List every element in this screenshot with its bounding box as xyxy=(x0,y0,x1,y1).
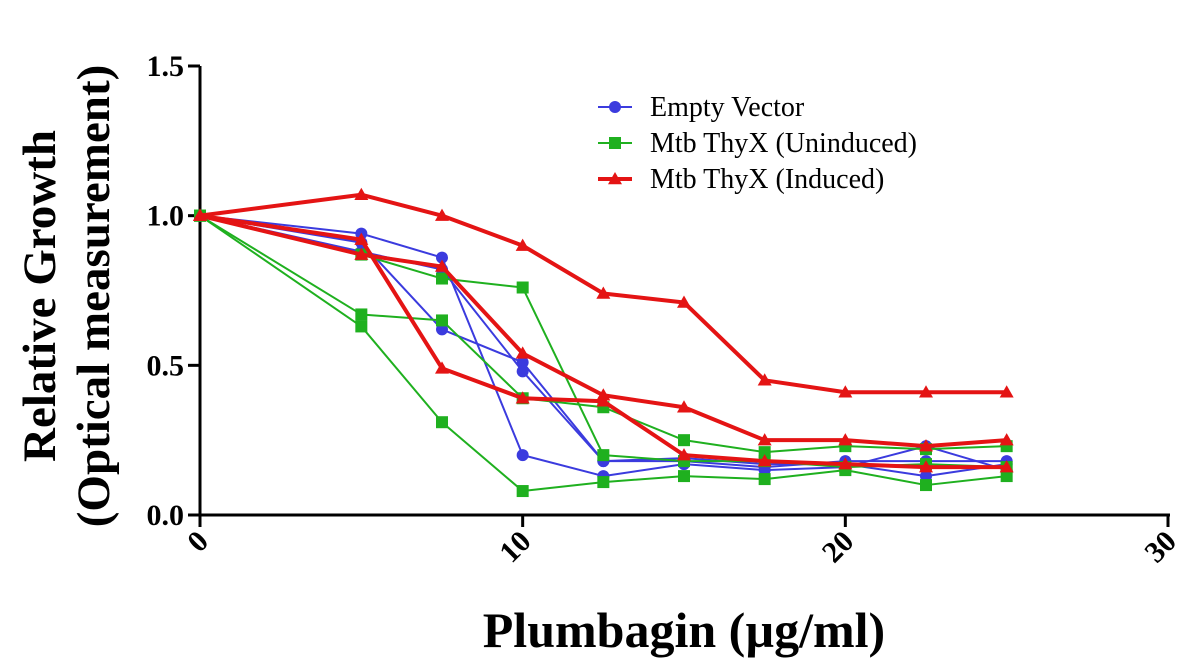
data-point xyxy=(758,473,771,486)
y-tick-label: 0.0 xyxy=(147,499,185,532)
data-point xyxy=(608,172,622,185)
data-point xyxy=(919,385,933,398)
x-tick-label: 20 xyxy=(816,525,861,570)
data-point xyxy=(999,460,1014,473)
series-line xyxy=(199,213,1007,470)
data-point xyxy=(597,449,610,462)
data-point xyxy=(838,457,853,470)
data-point xyxy=(354,247,369,260)
data-point xyxy=(597,476,610,489)
data-point xyxy=(677,400,691,413)
y-axis-title-line1-group: Relative Growth xyxy=(14,130,66,462)
legend-item: Mtb ThyX (Uninduced) xyxy=(598,128,917,159)
data-point xyxy=(516,449,529,462)
y-tick-label: 1.5 xyxy=(147,50,185,83)
series-line xyxy=(199,214,1007,469)
series-line xyxy=(199,214,1007,469)
data-point xyxy=(757,373,772,386)
y-tick-label: 0.5 xyxy=(147,349,185,382)
y-ticks: 0.0 0.5 1.0 1.5 xyxy=(147,50,200,532)
y-axis-title-line1: Relative Growth xyxy=(14,130,66,462)
series-line xyxy=(199,213,1007,449)
data-point xyxy=(435,361,449,374)
data-point xyxy=(838,385,853,398)
data-point xyxy=(516,365,529,378)
x-tick-label: 10 xyxy=(493,525,538,570)
legend-item: Mtb ThyX (Induced) xyxy=(598,164,884,195)
data-point xyxy=(436,251,448,264)
data-point xyxy=(678,434,690,447)
x-ticks: 0 10 20 30 xyxy=(181,515,1183,569)
data-point xyxy=(516,356,529,369)
data-point xyxy=(838,433,853,446)
series-line xyxy=(199,214,1007,478)
data-point xyxy=(515,391,530,404)
y-tick-label: 1.0 xyxy=(147,200,185,233)
legend-label: Empty Vector xyxy=(650,92,805,123)
data-point xyxy=(515,238,530,251)
data-point xyxy=(999,433,1014,446)
data-point xyxy=(757,454,772,467)
data-point xyxy=(919,439,933,452)
data-point xyxy=(354,232,369,245)
data-point xyxy=(435,208,449,221)
data-point xyxy=(516,485,529,498)
x-axis-title: Plumbagin (µg/ml) xyxy=(483,602,885,658)
series-layer xyxy=(193,187,1014,498)
data-point xyxy=(999,385,1014,398)
legend-label: Mtb ThyX (Uninduced) xyxy=(650,128,917,159)
data-point xyxy=(435,259,449,272)
data-point xyxy=(354,187,369,200)
data-point xyxy=(193,208,207,221)
data-point xyxy=(436,272,448,285)
legend-item: Empty Vector xyxy=(598,92,805,123)
data-point xyxy=(596,286,611,299)
data-point xyxy=(920,479,932,492)
y-axis-title-line2-group: (Optical measurement) xyxy=(68,65,120,528)
data-point xyxy=(757,433,772,446)
data-point xyxy=(677,448,691,461)
x-tick-label: 0 xyxy=(181,525,215,559)
series-mtb-thyx-uninduced xyxy=(194,209,1013,498)
data-point xyxy=(516,281,529,294)
data-point xyxy=(436,314,448,327)
data-point xyxy=(355,320,368,333)
legend: Empty Vector Mtb ThyX (Uninduced) Mtb ThyX… xyxy=(598,92,917,195)
data-point xyxy=(919,460,933,473)
series-line xyxy=(199,214,1007,493)
y-axis-title-line2: (Optical measurement) xyxy=(68,65,120,528)
series-line xyxy=(199,214,1007,478)
series-line xyxy=(199,214,1007,454)
data-point xyxy=(677,295,691,308)
data-point xyxy=(678,470,690,483)
data-point xyxy=(515,346,530,359)
x-tick-label: 30 xyxy=(1138,525,1183,570)
series-line xyxy=(199,192,1007,395)
data-point xyxy=(355,308,368,321)
data-point xyxy=(436,416,448,429)
data-point xyxy=(596,388,611,401)
legend-label: Mtb ThyX (Induced) xyxy=(650,164,884,195)
data-point xyxy=(609,101,621,113)
series-empty-vector xyxy=(194,209,1013,483)
data-point xyxy=(609,137,621,149)
series-mtb-thyx-induced xyxy=(193,187,1014,473)
